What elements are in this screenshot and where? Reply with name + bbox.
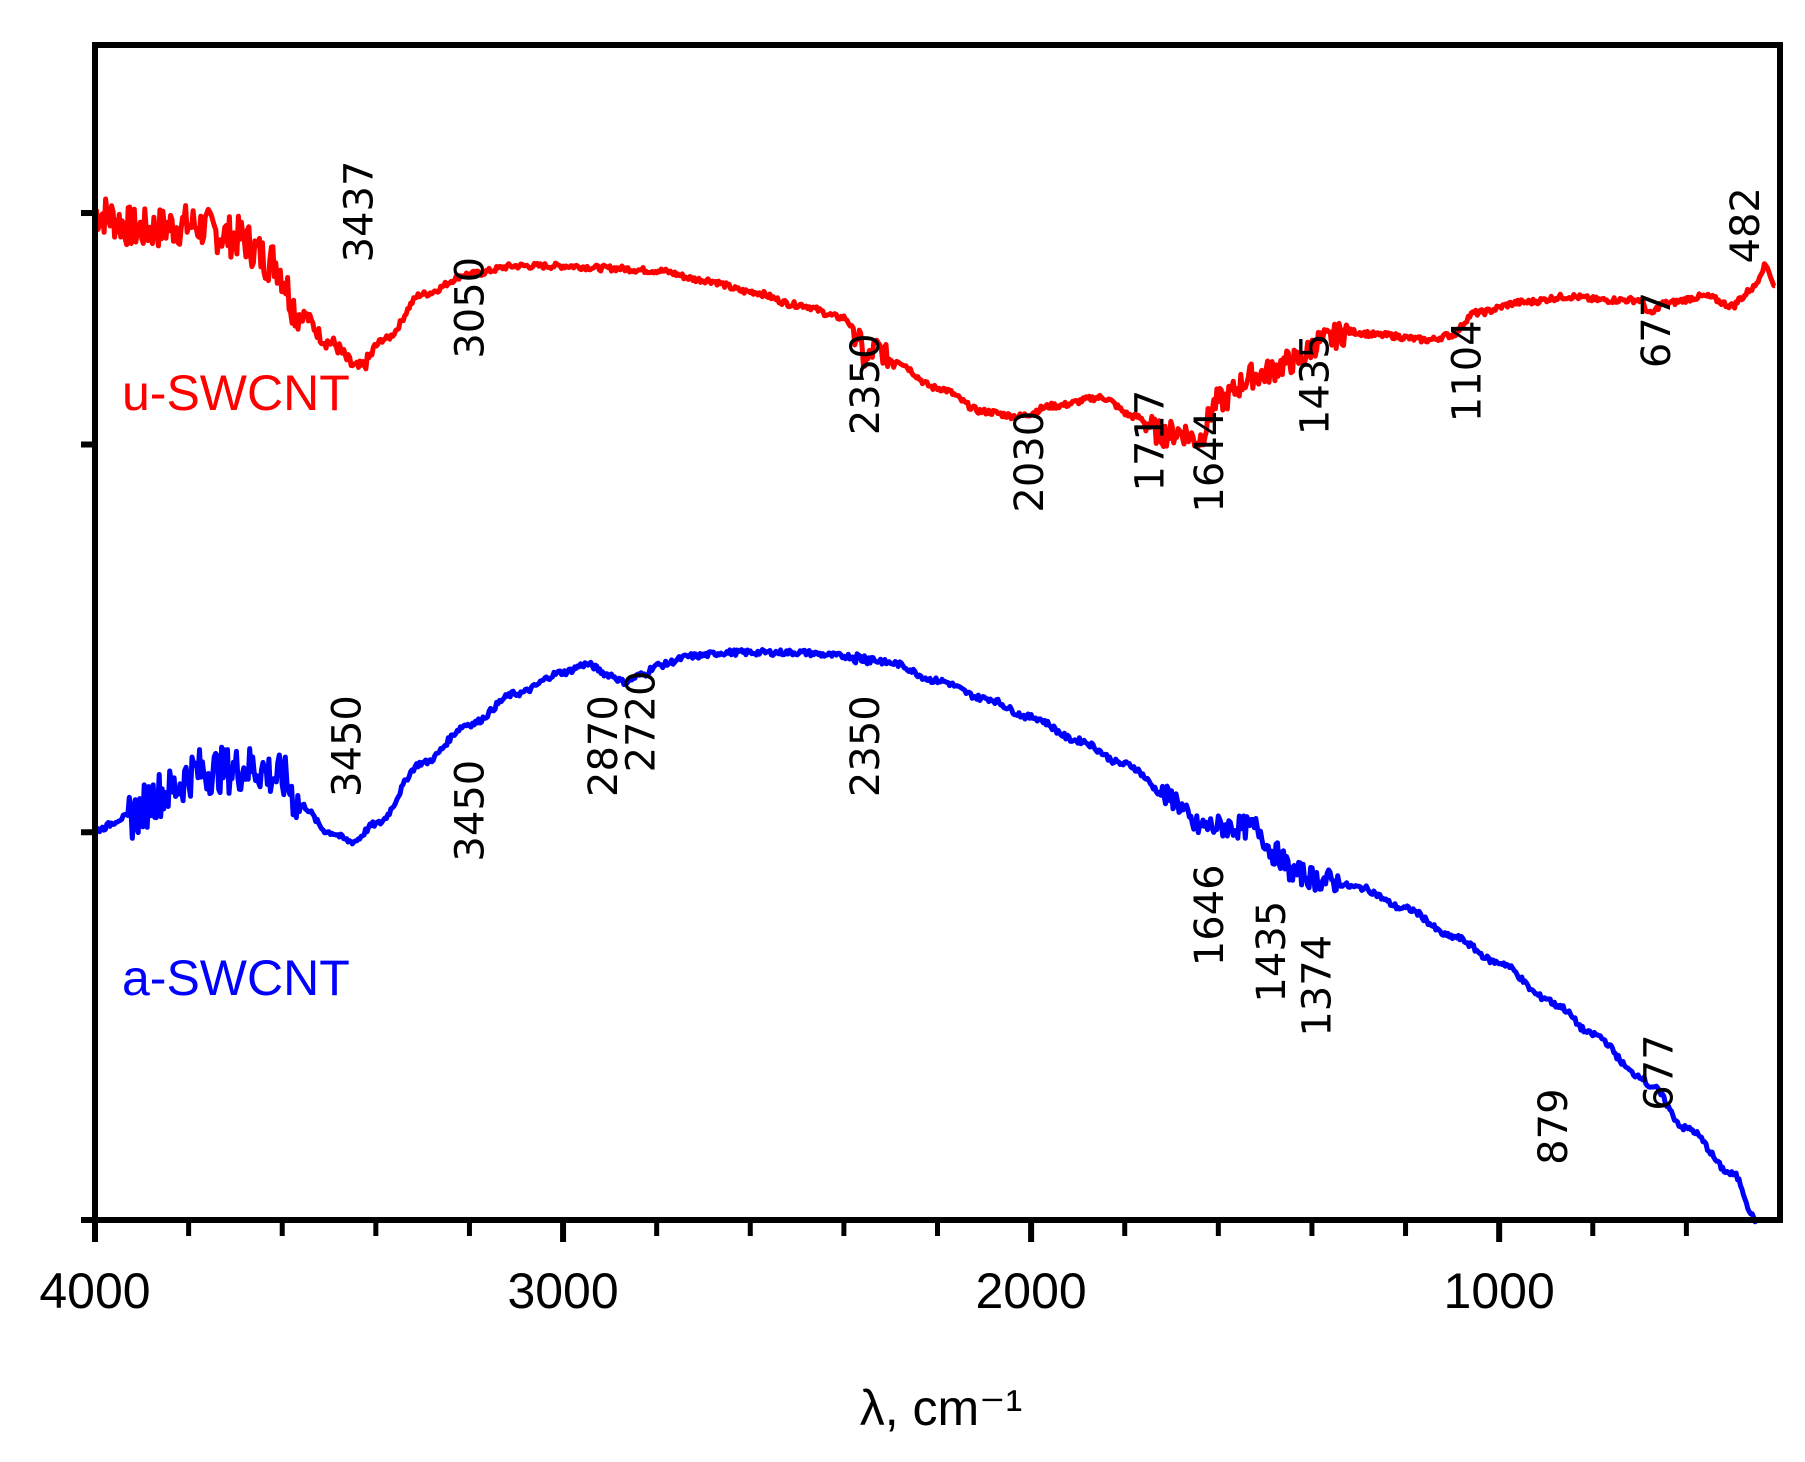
peak-label-a-swcnt-2350: 2350 [843,695,889,797]
x-tick-label-1000: 1000 [1444,1263,1555,1319]
peak-label-u-swcnt-677: 677 [1634,292,1680,368]
peak-label-a-swcnt-1435: 1435 [1249,901,1295,1003]
series-line-u-swcnt [92,196,1777,449]
peak-label-u-swcnt-1104: 1104 [1444,320,1490,422]
peak-label-a-swcnt-2870: 2870 [581,695,627,797]
peak-label-a-swcnt-879: 879 [1531,1088,1577,1164]
peak-label-u-swcnt-2030: 2030 [1007,411,1053,513]
series-label-u-swcnt: u-SWCNT [122,365,350,421]
peak-label-u-swcnt-1717: 1717 [1128,390,1174,492]
peak-label-u-swcnt-3437: 3437 [336,161,382,263]
x-tick-label-3000: 3000 [507,1263,618,1319]
peak-label-a-swcnt-1374: 1374 [1295,935,1341,1037]
peak-label-a-swcnt-3450: 3450 [324,695,370,797]
series-line-a-swcnt [94,647,1759,1225]
x-tick-label-2000: 2000 [975,1263,1086,1319]
series-layer [92,196,1777,1225]
annotation-layer: 3437 3050 2350 2030 1717 1644 1435 1104 677 482 34… [324,161,1769,1165]
peak-label-a-swcnt-2720: 2720 [618,671,664,773]
peak-label-u-swcnt-2350: 2350 [843,333,889,435]
axis-layer: 4000 3000 2000 1000 [39,42,1783,1319]
peak-label-u-swcnt-3050: 3050 [447,257,493,359]
peak-label-a-swcnt-3450: 3450 [447,760,493,862]
peak-label-a-swcnt-677: 677 [1636,1034,1682,1110]
x-axis-title: λ, cm⁻¹ [860,1380,1022,1436]
peak-label-a-swcnt-1646: 1646 [1187,864,1233,966]
peak-label-u-swcnt-482: 482 [1723,187,1769,263]
series-label-a-swcnt: a-SWCNT [122,950,350,1006]
peak-label-u-swcnt-1435: 1435 [1292,333,1338,435]
peak-label-u-swcnt-1644: 1644 [1187,411,1233,513]
x-tick-label-4000: 4000 [39,1263,150,1319]
